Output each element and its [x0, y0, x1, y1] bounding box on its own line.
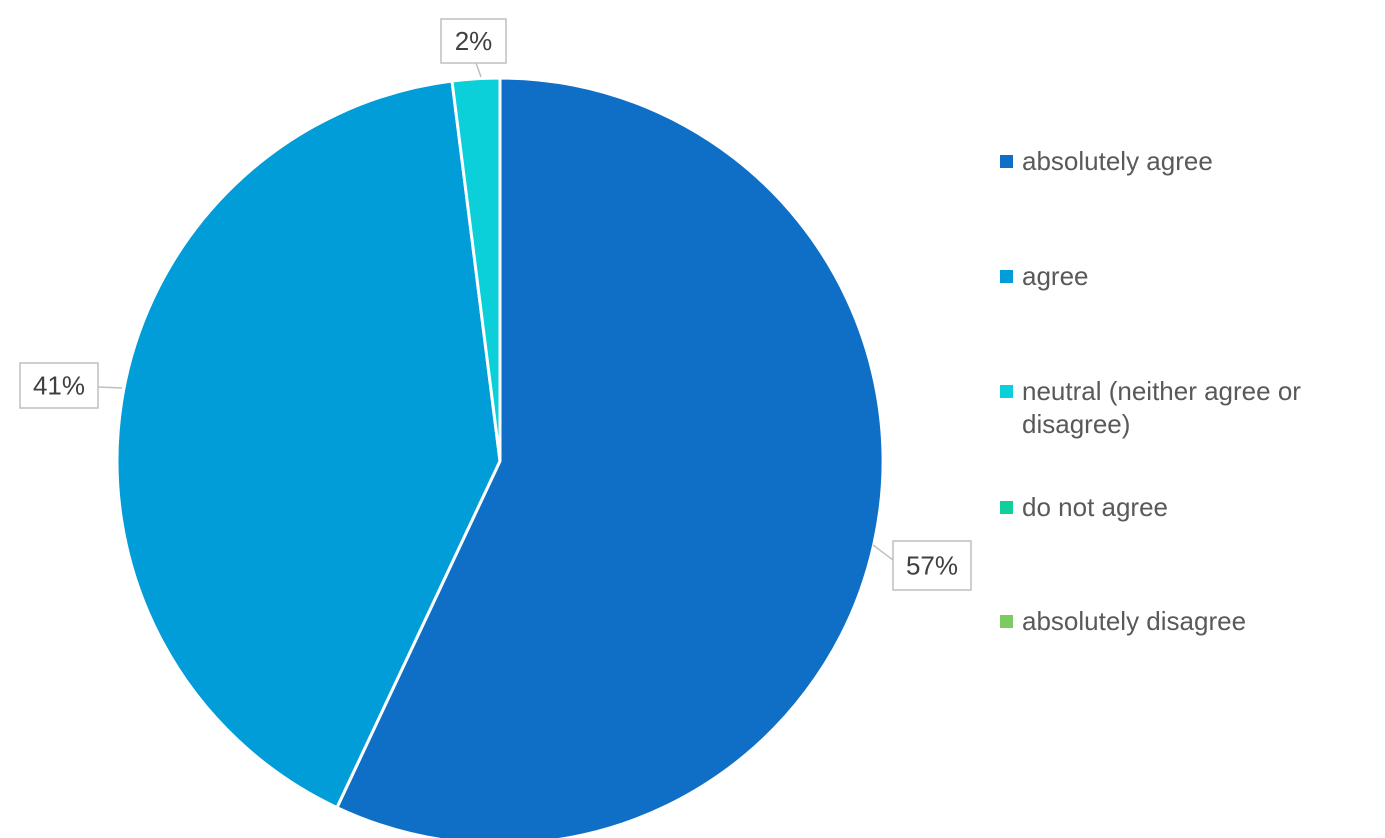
- legend-item-do-not-agree: do not agree: [1000, 491, 1377, 524]
- callout-box: [19, 362, 99, 409]
- legend-label: absolutely disagree: [1022, 606, 1247, 636]
- leader-line: [475, 62, 482, 78]
- legend-item-absolutely-agree: absolutely agree: [1000, 145, 1377, 178]
- legend-item-agree: agree: [1000, 260, 1377, 293]
- data-label-text: 41%: [33, 371, 85, 401]
- callout-box: [440, 18, 507, 64]
- leader-line: [97, 386, 123, 389]
- pie-slices: [115, 76, 885, 838]
- legend-label: do not agree: [1022, 492, 1169, 522]
- data-labels: 57% 41% 2%: [19, 18, 972, 591]
- legend-swatch: [1000, 501, 1013, 514]
- legend-item-absolutely-disagree: absolutely disagree: [1000, 605, 1377, 638]
- data-label-text: 2%: [455, 26, 493, 56]
- legend-swatch: [1000, 615, 1013, 628]
- pie-slice-absolutely-agree: [335, 76, 885, 838]
- data-label-neutral-neither-agree-or-disagree: 2%: [440, 18, 507, 78]
- legend-swatch: [1000, 155, 1013, 168]
- callout-box: [892, 540, 972, 591]
- leader-line: [872, 544, 894, 561]
- legend-swatch: [1000, 270, 1013, 283]
- data-label-text: 57%: [906, 551, 958, 581]
- pie-slice-neutral-neither-agree-or-disagree: [450, 76, 502, 463]
- legend-label: absolutely agree: [1022, 146, 1213, 176]
- legend-label: neutral (neither agree or disagree): [1022, 376, 1301, 439]
- data-label-absolutely-agree: 57%: [872, 540, 972, 591]
- legend-label: agree: [1022, 261, 1089, 291]
- data-label-agree: 41%: [19, 362, 123, 409]
- legend-item-neutral-neither-agree-or-disagree: neutral (neither agree or disagree): [1000, 375, 1377, 441]
- pie-slice-agree: [115, 79, 502, 810]
- legend-swatch: [1000, 385, 1013, 398]
